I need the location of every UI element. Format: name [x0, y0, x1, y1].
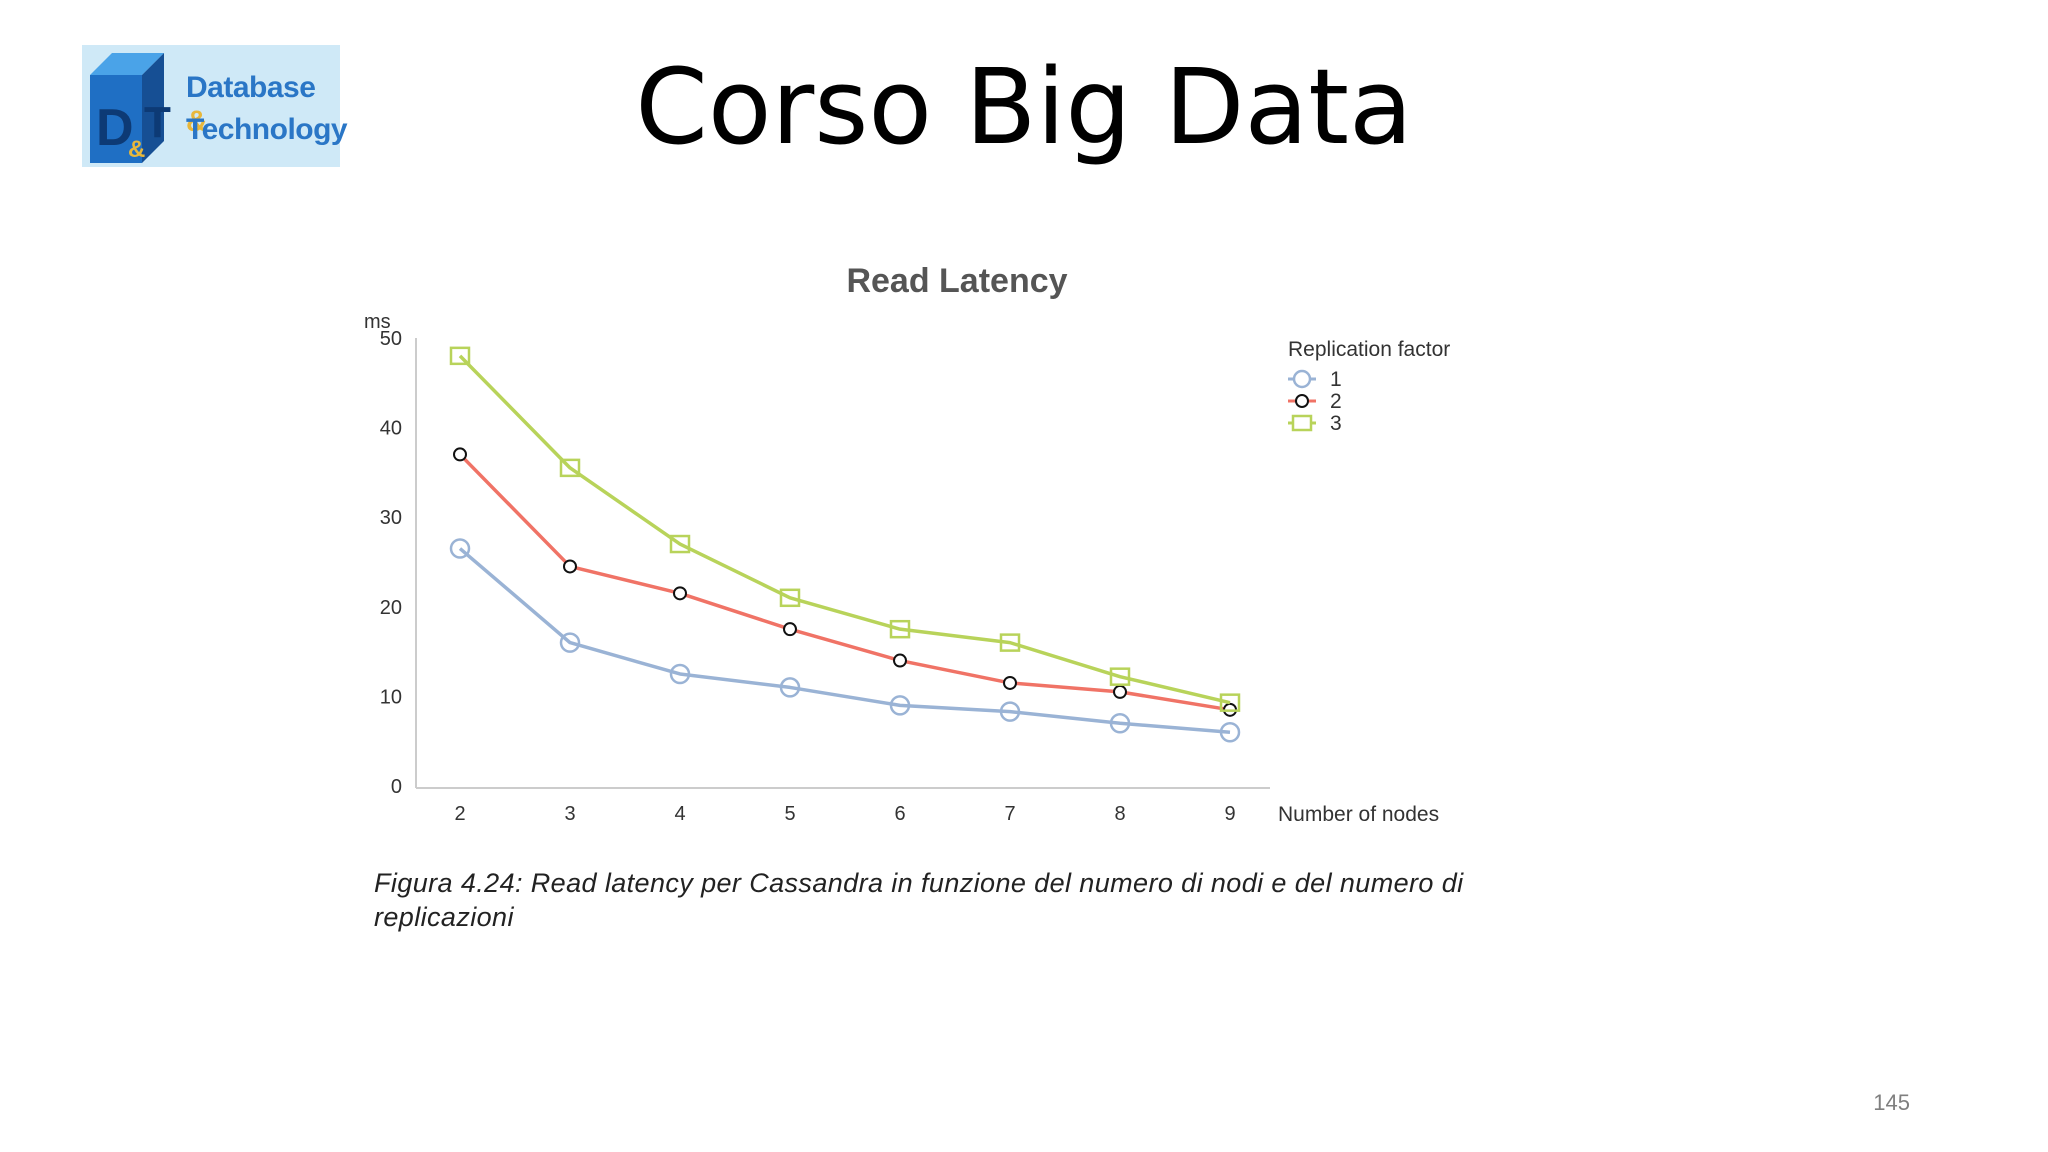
page-number: 145: [1873, 1090, 1910, 1115]
y-tick-label: 10: [380, 686, 402, 708]
y-tick-label: 30: [380, 507, 402, 529]
svg-text:D: D: [96, 99, 134, 157]
data-point: [449, 346, 471, 366]
x-tick-label: 8: [1114, 803, 1125, 825]
logo-text-technology: Technology: [186, 113, 348, 146]
logo: D & T Database & Technology: [82, 45, 348, 167]
series-line-1: [458, 547, 1231, 734]
legend-marker: [1295, 394, 1309, 408]
legend-marker: [1291, 414, 1313, 432]
legend-entry: 1: [1330, 368, 1342, 391]
y-axis-label: ms: [364, 311, 391, 333]
x-tick-label: 2: [454, 803, 465, 825]
logo-cube-icon: D & T: [90, 53, 171, 163]
svg-text:&: &: [128, 136, 145, 163]
data-point: [1219, 721, 1241, 743]
x-tick-label: 4: [674, 803, 685, 825]
x-tick-label: 9: [1224, 803, 1235, 825]
x-tick-label: 5: [784, 803, 795, 825]
figure-caption: Figura 4.24: Read latency per Cassandra …: [374, 868, 1464, 932]
data-point: [673, 586, 687, 601]
svg-text:T: T: [144, 98, 171, 147]
legend-entry: 2: [1330, 390, 1342, 413]
data-point: [669, 663, 691, 685]
data-point: [1109, 667, 1131, 686]
data-point: [999, 633, 1021, 652]
data-point: [453, 447, 467, 462]
data-point: [563, 559, 577, 574]
legend-title: Replication factor: [1288, 338, 1450, 361]
legend-marker: [1292, 369, 1312, 389]
data-point: [559, 632, 581, 653]
y-tick-label: 0: [391, 776, 402, 798]
data-point: [1003, 675, 1017, 690]
data-point: [889, 619, 911, 639]
data-point: [779, 588, 801, 608]
data-point: [1219, 693, 1241, 712]
data-point: [559, 458, 581, 478]
data-point: [1109, 713, 1131, 734]
y-tick-label: 50: [380, 328, 402, 350]
data-point: [1113, 684, 1127, 699]
x-tick-label: 7: [1004, 803, 1015, 825]
y-tick-label: 20: [380, 597, 402, 619]
series-line-3: [458, 354, 1231, 705]
slide-title: Corso Big Data: [635, 46, 1413, 168]
data-point: [669, 534, 691, 554]
series-line-2: [458, 453, 1231, 712]
data-point: [893, 653, 907, 668]
legend-entry: 3: [1330, 412, 1342, 435]
data-point: [783, 622, 797, 637]
y-tick-label: 40: [380, 418, 402, 440]
data-point: [449, 538, 471, 559]
chart-title: Read Latency: [846, 262, 1067, 300]
logo-text-database: Database &: [186, 71, 316, 138]
data-point: [999, 701, 1021, 722]
data-point: [779, 677, 801, 698]
data-point: [889, 695, 911, 716]
x-tick-label: 6: [894, 803, 905, 825]
x-tick-label: 3: [564, 803, 575, 825]
x-axis-label: Number of nodes: [1278, 803, 1439, 826]
